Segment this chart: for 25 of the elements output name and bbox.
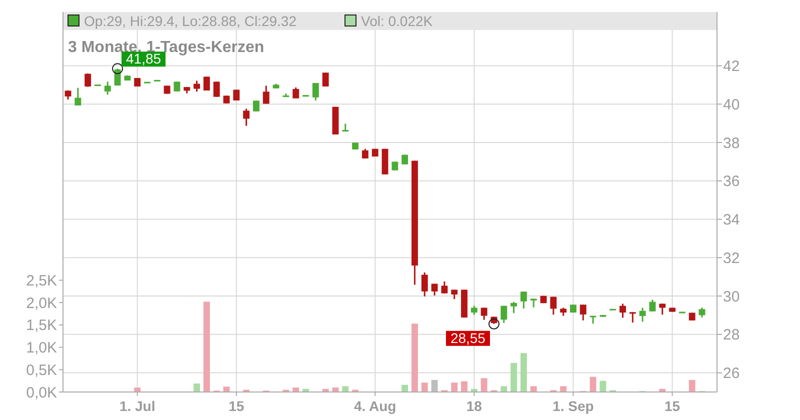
x-tick-label: 1. Sep bbox=[552, 398, 594, 414]
x-tick-label: 1. Jul bbox=[119, 398, 156, 414]
annotation: 41,85 bbox=[126, 50, 162, 67]
y2-tick-label: 0,0K bbox=[26, 384, 57, 402]
y-tick-label: 38 bbox=[723, 134, 740, 152]
y-tick-label: 34 bbox=[723, 212, 740, 229]
y2-tick-label: 1,0K bbox=[26, 340, 57, 357]
y-tick-label: 26 bbox=[723, 365, 740, 382]
x-tick-label: 15 bbox=[664, 398, 680, 414]
y2-tick-label: 2,0K bbox=[26, 294, 57, 312]
x-tick-label: 15 bbox=[228, 398, 244, 414]
y-tick-label: 42 bbox=[723, 58, 740, 75]
annotation: Op:29, Hi:29.4, Lo:28.88, Cl:29.32 bbox=[84, 13, 297, 29]
y-tick-label: 40 bbox=[723, 96, 740, 114]
y-tick-label: 36 bbox=[723, 173, 740, 190]
y2-tick-label: 2,5K bbox=[26, 272, 57, 290]
x-tick-label: 4. Aug bbox=[354, 398, 396, 414]
y-tick-label: 28 bbox=[723, 326, 740, 344]
y-tick-label: 30 bbox=[723, 288, 740, 306]
y2-tick-label: 1,5K bbox=[26, 317, 57, 334]
y2-tick-label: 0,5K bbox=[26, 362, 57, 379]
annotation: Vol: 0.022K bbox=[361, 13, 434, 29]
y-tick-label: 32 bbox=[723, 250, 740, 267]
x-tick-label: 18 bbox=[466, 398, 482, 414]
annotation: 28,55 bbox=[450, 330, 486, 346]
